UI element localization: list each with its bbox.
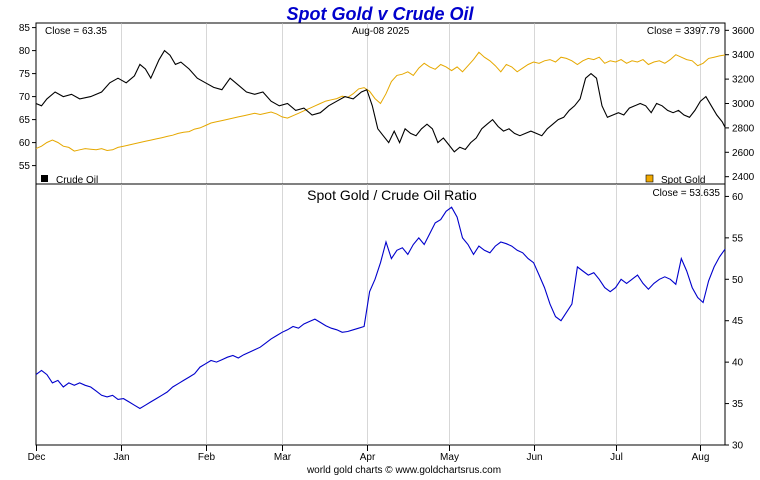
bottom-right-readout: Close = 53.635 (652, 188, 720, 199)
top-left-readout: Close = 63.35 (45, 26, 107, 37)
bottom-panel: 30 35 40 45 50 55 60 Spot Gold / Crude Oil Rat… (35, 183, 744, 452)
bottom-right-axis: 30 35 40 45 50 55 60 (725, 192, 744, 452)
x-axis-tick-label: Jul (610, 452, 623, 463)
ratio-series-line (35, 206, 726, 410)
footer-credit: world gold charts © www.goldchartsrus.co… (306, 465, 501, 475)
ratio-axis-tick-label: 40 (732, 358, 744, 369)
ratio-axis-tick-label: 30 (732, 441, 744, 452)
crude-oil-series-line (35, 49, 726, 153)
x-axis-tick-label: Feb (198, 452, 216, 463)
top-right-axis: 2400 2600 2800 3000 3200 3400 3600 (725, 26, 755, 183)
x-axis-tick-label: Jan (113, 452, 129, 463)
top-panel: 55 60 65 70 75 80 85 2400 2600 2800 3000 3200 3400 3… (19, 22, 755, 186)
chart-title: Spot Gold v Crude Oil (286, 4, 474, 24)
x-axis-tick-label: Apr (360, 452, 376, 463)
left-axis-tick-label: 70 (19, 92, 31, 103)
crude-oil-legend-swatch (41, 175, 48, 182)
bottom-panel-frame (35, 183, 726, 446)
spot-gold-series-line (35, 51, 726, 152)
left-axis-tick-label: 55 (19, 161, 31, 172)
left-axis-tick-label: 75 (19, 69, 31, 80)
left-axis-tick-label: 85 (19, 23, 31, 34)
left-axis-tick-label: 60 (19, 138, 31, 149)
right-axis-tick-label: 2400 (732, 172, 755, 183)
top-grid (121, 23, 701, 184)
x-axis-tick-label: Jun (526, 452, 542, 463)
right-axis-tick-label: 2800 (732, 123, 755, 134)
right-axis-tick-label: 3400 (732, 50, 755, 61)
bottom-panel-title: Spot Gold / Crude Oil Ratio (307, 187, 477, 203)
top-center-readout: Aug-08 2025 (352, 26, 410, 37)
x-axis-tick-label: May (440, 452, 459, 463)
ratio-axis-tick-label: 60 (732, 192, 744, 203)
spot-gold-legend-label: Spot Gold (661, 175, 705, 186)
left-axis-tick-label: 80 (19, 46, 31, 57)
ratio-axis-tick-label: 55 (732, 233, 744, 244)
left-axis-tick-label: 65 (19, 115, 31, 126)
right-axis-tick-label: 2600 (732, 148, 755, 159)
ratio-axis-tick-label: 45 (732, 316, 744, 327)
x-axis-tick-label: Mar (274, 452, 292, 463)
right-axis-tick-label: 3600 (732, 26, 755, 37)
ratio-axis-tick-label: 35 (732, 399, 744, 410)
right-axis-tick-label: 3200 (732, 75, 755, 86)
x-axis-tick-label: Aug (692, 452, 710, 463)
bottom-grid (121, 184, 701, 445)
top-right-readout: Close = 3397.79 (647, 26, 721, 37)
spot-gold-legend-swatch (645, 174, 654, 183)
crude-oil-legend-label: Crude Oil (56, 175, 98, 186)
top-left-axis: 55 60 65 70 75 80 85 (19, 23, 36, 172)
ratio-axis-tick-label: 50 (732, 275, 744, 286)
x-axis: Dec Jan Feb Mar Apr May Jun Jul Aug (28, 445, 710, 463)
x-axis-tick-label: Dec (28, 452, 46, 463)
right-axis-tick-label: 3000 (732, 99, 755, 110)
